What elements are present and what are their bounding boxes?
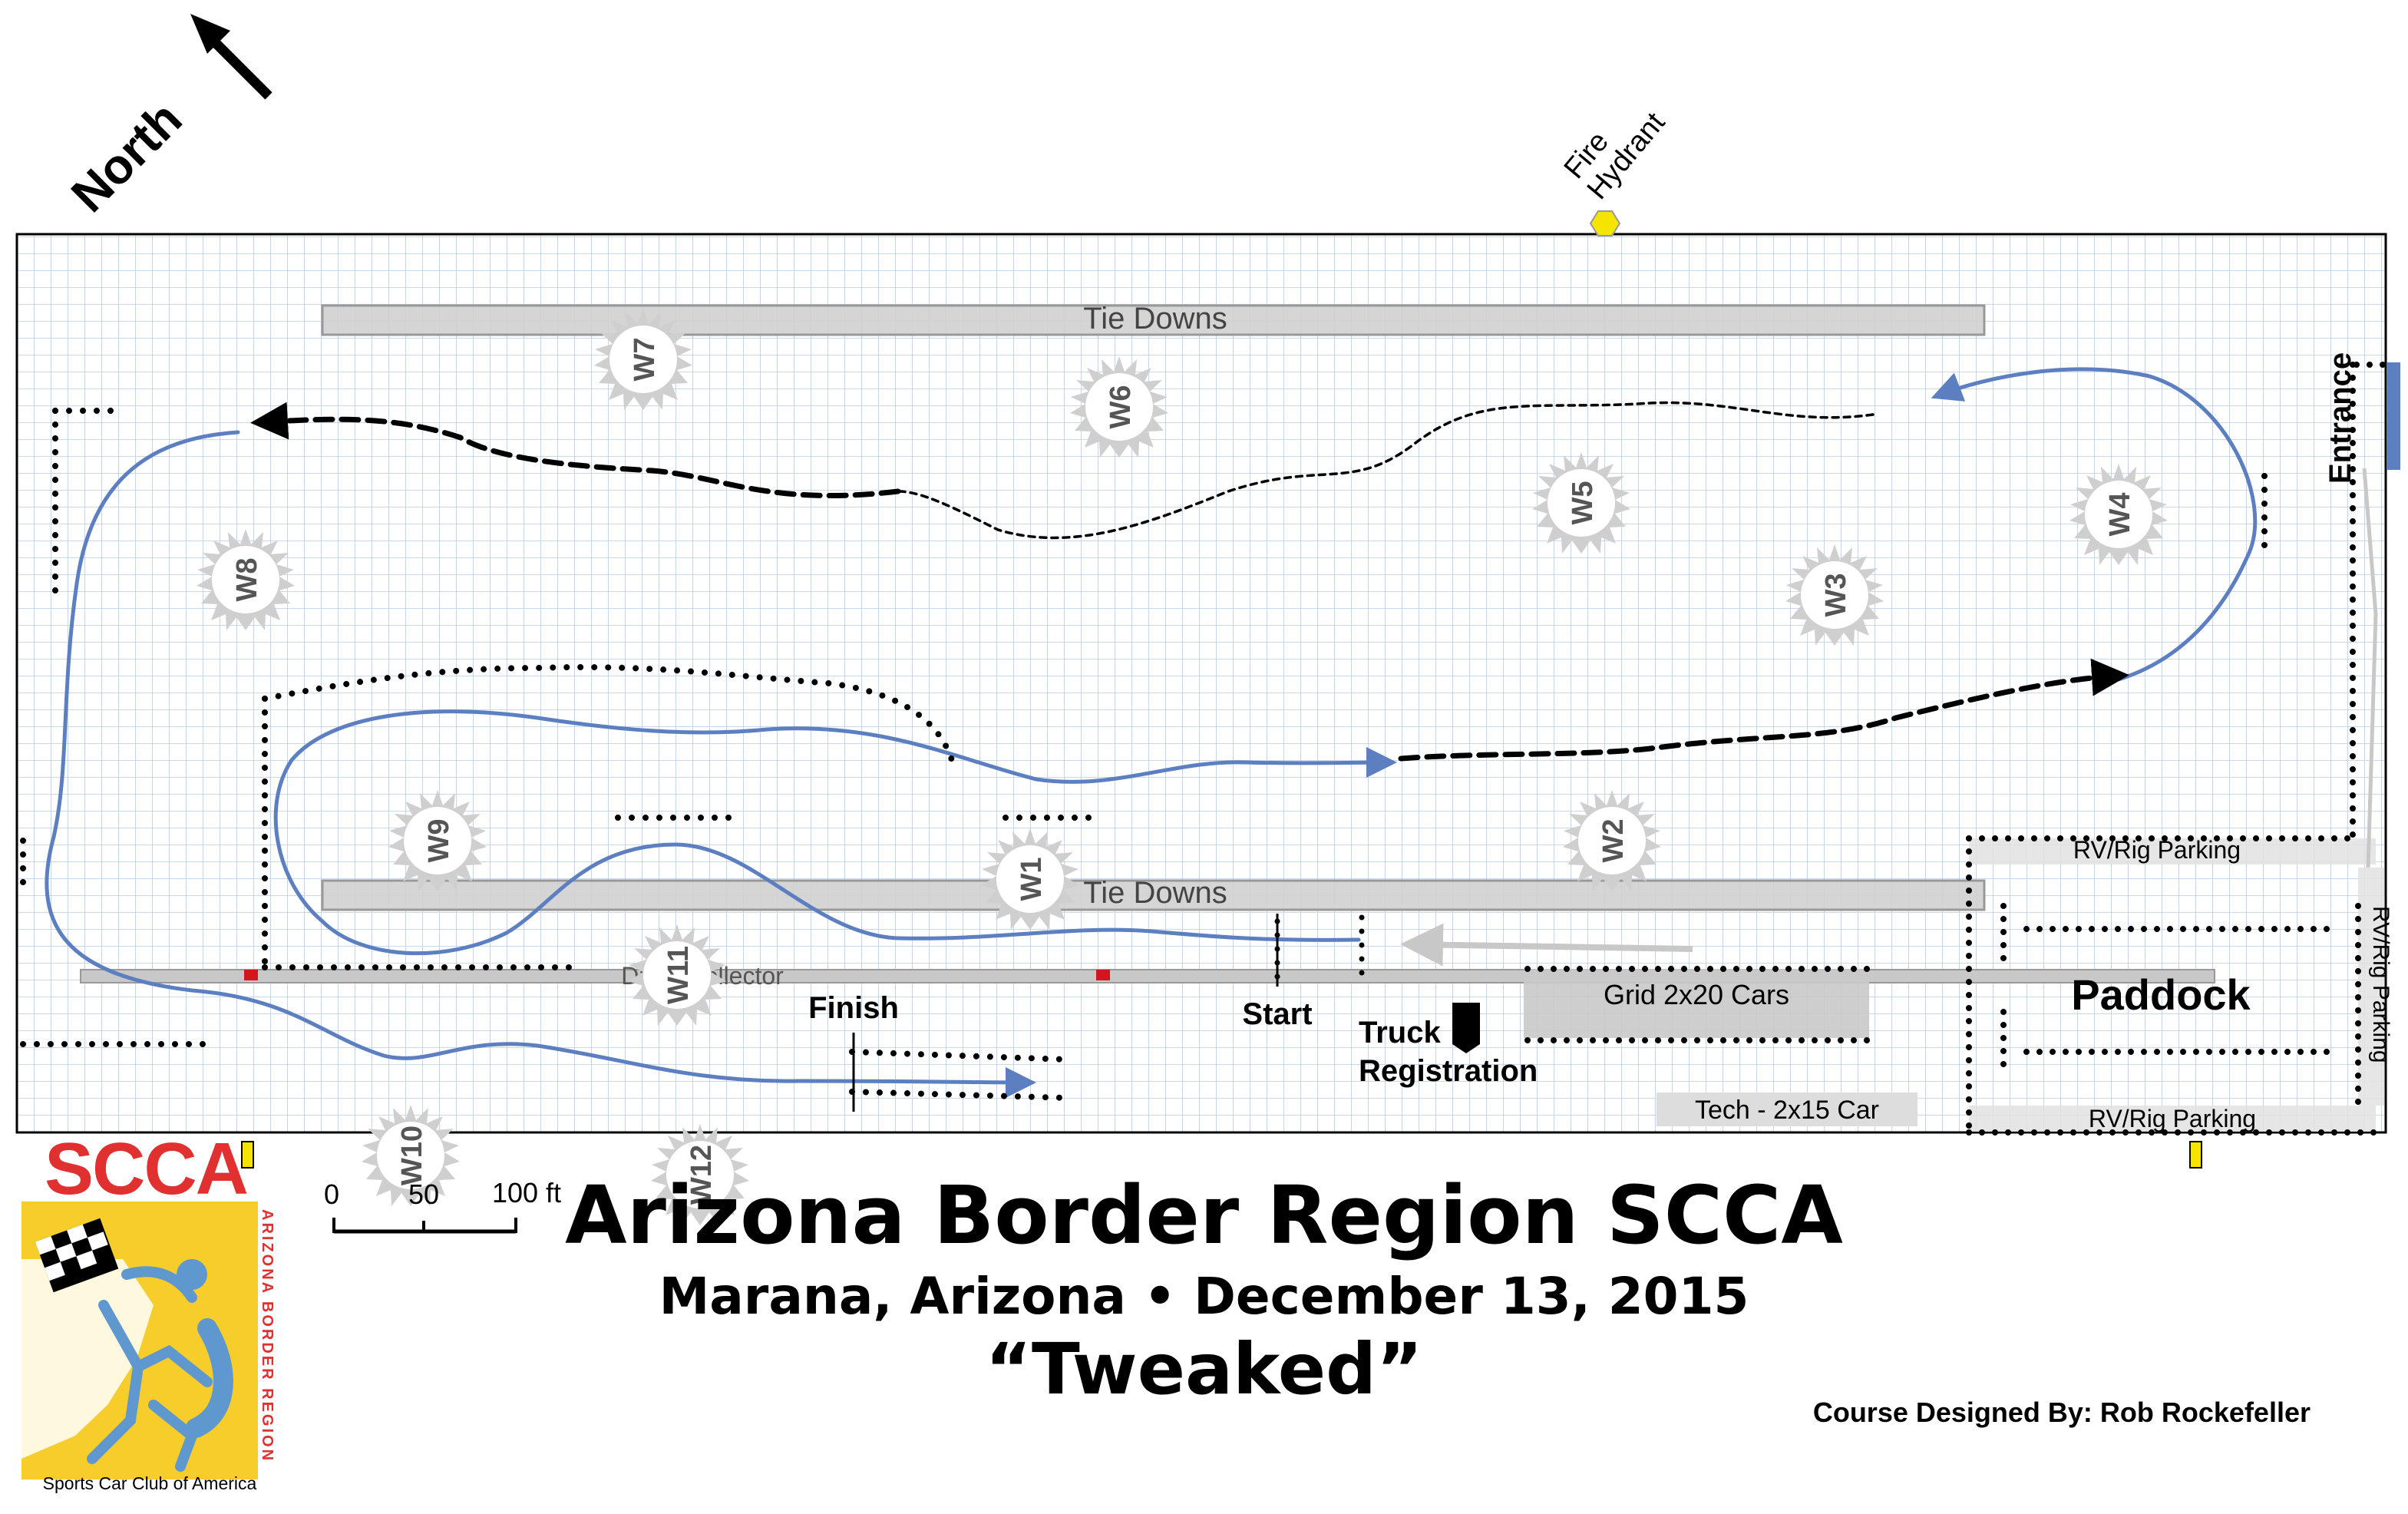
tech-label: Tech - 2x15 Car	[1695, 1096, 1879, 1125]
paddock-cone-rows	[1524, 362, 2398, 1136]
worker-station-w4: W4	[2069, 464, 2168, 565]
worker-station-w9: W9	[388, 790, 487, 891]
entrance-marker	[2387, 362, 2400, 470]
svg-text:W11: W11	[662, 946, 695, 1004]
svg-text:W1: W1	[1016, 858, 1048, 901]
kokopelli-icon	[87, 1259, 233, 1472]
truck-label: Truck	[1359, 1016, 1441, 1050]
course-designer: Course Designed By: Rob Rockefeller	[1813, 1397, 2311, 1428]
checkered-flag-icon	[35, 1218, 119, 1293]
scale-zero: 0	[324, 1178, 339, 1210]
rv-parking-side-area	[2358, 868, 2384, 1106]
tie-downs-top-label: Tie Downs	[1083, 302, 1227, 336]
scale-end: 100 ft	[492, 1177, 561, 1208]
scca-logo: SCCA ARIZONA BORDER REGION Sports Car Cl…	[21, 1128, 276, 1493]
grid-label: Grid 2x20 Cars	[1604, 979, 1789, 1010]
paddock-label: Paddock	[2071, 970, 2251, 1019]
logo-bottom-text: Sports Car Club of America	[43, 1473, 257, 1493]
worker-station-w1: W1	[981, 828, 1079, 930]
tie-downs-top-bar	[321, 304, 1986, 336]
rv-parking-side-label: RV/Rig Parking	[2368, 906, 2393, 1063]
drain-collector-bar	[80, 969, 2215, 983]
flow-arrows	[1400, 468, 2378, 967]
svg-text:W7: W7	[629, 338, 661, 382]
logo-side-text: ARIZONA BORDER REGION	[259, 1209, 276, 1463]
svg-text:W5: W5	[1567, 481, 1599, 525]
scale-bar: 0 50 100 ft	[324, 1177, 561, 1234]
grid-area	[1524, 969, 1869, 1038]
finish-label: Finish	[808, 991, 899, 1025]
drain-marker	[1096, 970, 1110, 980]
drain-marker	[244, 970, 258, 980]
course-line	[45, 367, 2258, 1098]
parking-lot	[15, 233, 2387, 1134]
rv-parking-bottom-label: RV/Rig Parking	[2089, 1105, 2256, 1132]
lot-corner-marker	[2189, 1141, 2202, 1169]
truck-icon	[1452, 1003, 1480, 1053]
worker-station-w8: W8	[197, 529, 295, 630]
svg-text:W6: W6	[1105, 385, 1137, 429]
cone-boundaries	[20, 408, 2268, 1101]
svg-text:W3: W3	[1820, 574, 1852, 617]
course-dashed-line	[250, 401, 2129, 762]
svg-text:W8: W8	[231, 558, 263, 602]
worker-station-w7: W7	[594, 309, 692, 410]
fire-hydrant-icon	[1589, 210, 1621, 236]
worker-station-w6: W6	[1070, 356, 1168, 458]
tie-downs-bottom-label: Tie Downs	[1083, 876, 1227, 910]
tech-area	[1657, 1093, 1917, 1126]
map-subtitle: Marana, Arizona • December 13, 2015	[659, 1267, 1749, 1326]
scale-mid: 50	[408, 1178, 439, 1210]
svg-text:W12: W12	[685, 1145, 718, 1205]
map-title: Arizona Border Region SCCA	[565, 1169, 1843, 1262]
registration-label: Registration	[1359, 1054, 1538, 1088]
worker-station-w5: W5	[1532, 452, 1630, 554]
svg-text:W4: W4	[2104, 493, 2136, 537]
worker-station-w10: W10	[362, 1105, 460, 1206]
start-label: Start	[1242, 997, 1312, 1031]
svg-text:W9: W9	[423, 819, 455, 863]
rv-parking-top-area	[1969, 838, 2376, 864]
north-label: North	[61, 91, 193, 223]
lot-corner-marker	[241, 1141, 254, 1169]
worker-station-w12: W12	[651, 1124, 749, 1225]
worker-station-w2: W2	[1563, 790, 1661, 891]
svg-text:W10: W10	[396, 1126, 428, 1185]
svg-text:W2: W2	[1597, 819, 1630, 863]
rv-parking-bottom-area	[1969, 1106, 2376, 1132]
north-arrow-icon	[190, 14, 273, 100]
worker-station-w11: W11	[628, 924, 726, 1026]
event-name: “Tweaked”	[985, 1328, 1423, 1410]
tie-downs-bottom-bar	[321, 879, 1986, 911]
worker-station-w3: W3	[1785, 544, 1884, 646]
logo-scca-text: SCCA	[45, 1128, 247, 1210]
